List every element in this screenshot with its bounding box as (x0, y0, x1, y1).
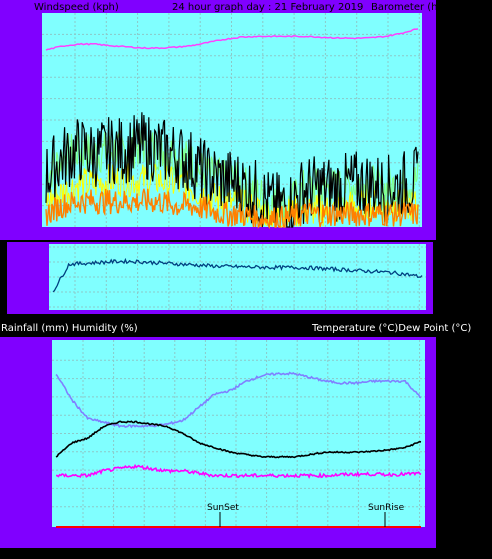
panel-temp-series (55, 371, 422, 528)
wind-direction-line (52, 257, 423, 293)
sunset-label: SunSet (207, 503, 239, 513)
panel-temp-grid (52, 340, 425, 527)
chart-title: 24 hour graph day : 21 February 2019 (172, 2, 363, 13)
windspeed-line (45, 112, 419, 228)
sunrise-label: SunRise (368, 503, 405, 513)
rain-humidity-axis-title: Rainfall (mm) Humidity (%) (1, 323, 138, 334)
dewpoint-line (56, 463, 422, 480)
temperature-line (55, 420, 422, 459)
humidity-line (55, 371, 422, 429)
temp-dewpoint-axis-title: Temperature (°C)Dew Point (°C) (311, 323, 471, 334)
wind-axis-title: Windspeed (kph) (34, 2, 119, 13)
barometer-axis-title: Barometer (hpa) (371, 2, 454, 13)
panel-temp-plot-area (52, 340, 425, 527)
panel-direction-series (52, 257, 423, 293)
panel-wind-series (45, 28, 419, 230)
barometer-line (45, 28, 419, 51)
wind-gust-line (45, 162, 419, 228)
wind-average-line (45, 188, 419, 230)
